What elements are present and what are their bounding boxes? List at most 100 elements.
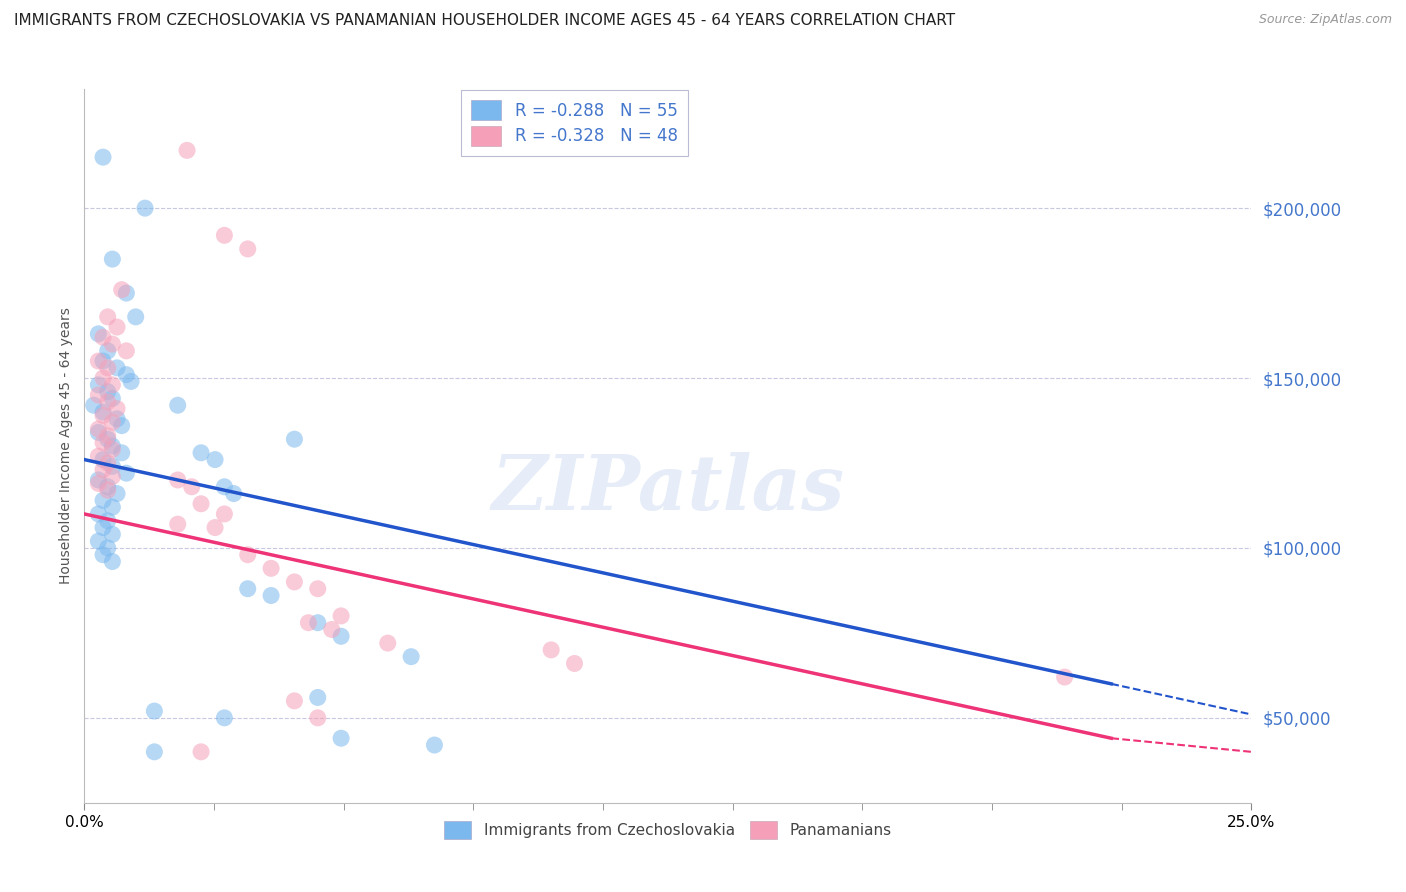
Point	[105, 412, 128, 426]
Text: ZIPatlas: ZIPatlas	[491, 452, 845, 525]
Point	[87, 534, 110, 549]
Point	[143, 704, 166, 718]
Point	[283, 574, 305, 589]
Point	[101, 415, 124, 429]
Point	[101, 377, 124, 392]
Point	[260, 589, 283, 603]
Point	[83, 398, 105, 412]
Point	[1053, 670, 1076, 684]
Point	[97, 384, 120, 399]
Point	[214, 480, 236, 494]
Point	[176, 144, 198, 158]
Point	[91, 435, 114, 450]
Point	[115, 466, 138, 480]
Point	[97, 483, 120, 498]
Text: IMMIGRANTS FROM CZECHOSLOVAKIA VS PANAMANIAN HOUSEHOLDER INCOME AGES 45 - 64 YEA: IMMIGRANTS FROM CZECHOSLOVAKIA VS PANAMA…	[14, 13, 955, 29]
Point	[190, 745, 212, 759]
Point	[91, 371, 114, 385]
Point	[97, 310, 120, 324]
Point	[115, 286, 138, 301]
Point	[190, 446, 212, 460]
Legend: Immigrants from Czechoslovakia, Panamanians: Immigrants from Czechoslovakia, Panamani…	[437, 815, 898, 845]
Point	[101, 439, 124, 453]
Point	[222, 486, 245, 500]
Point	[105, 401, 128, 416]
Point	[236, 242, 259, 256]
Point	[105, 320, 128, 334]
Point	[204, 452, 226, 467]
Point	[101, 252, 124, 266]
Point	[87, 507, 110, 521]
Point	[307, 582, 329, 596]
Point	[101, 500, 124, 515]
Text: Source: ZipAtlas.com: Source: ZipAtlas.com	[1258, 13, 1392, 27]
Point	[190, 497, 212, 511]
Point	[101, 442, 124, 457]
Point	[87, 388, 110, 402]
Point	[105, 360, 128, 375]
Point	[87, 422, 110, 436]
Point	[180, 480, 202, 494]
Point	[166, 473, 188, 487]
Point	[101, 337, 124, 351]
Point	[399, 649, 422, 664]
Point	[283, 432, 305, 446]
Point	[540, 643, 562, 657]
Point	[297, 615, 319, 630]
Point	[91, 330, 114, 344]
Point	[87, 473, 110, 487]
Point	[91, 405, 114, 419]
Point	[87, 425, 110, 440]
Point	[105, 486, 128, 500]
Point	[91, 520, 114, 534]
Point	[87, 476, 110, 491]
Point	[91, 463, 114, 477]
Point	[330, 608, 353, 623]
Point	[101, 469, 124, 483]
Point	[91, 548, 114, 562]
Point	[87, 354, 110, 368]
Point	[97, 394, 120, 409]
Point	[97, 514, 120, 528]
Point	[307, 615, 329, 630]
Point	[101, 459, 124, 474]
Point	[101, 392, 124, 406]
Point	[97, 432, 120, 446]
Point	[236, 548, 259, 562]
Point	[91, 452, 114, 467]
Point	[97, 360, 120, 375]
Y-axis label: Householder Income Ages 45 - 64 years: Householder Income Ages 45 - 64 years	[59, 308, 73, 584]
Point	[115, 343, 138, 358]
Point	[236, 582, 259, 596]
Point	[101, 527, 124, 541]
Point	[260, 561, 283, 575]
Point	[423, 738, 446, 752]
Point	[321, 623, 343, 637]
Point	[283, 694, 305, 708]
Point	[97, 456, 120, 470]
Point	[134, 201, 156, 215]
Point	[111, 418, 134, 433]
Point	[97, 343, 120, 358]
Point	[377, 636, 399, 650]
Point	[166, 517, 188, 532]
Point	[101, 555, 124, 569]
Point	[307, 711, 329, 725]
Point	[97, 480, 120, 494]
Point	[97, 429, 120, 443]
Point	[214, 228, 236, 243]
Point	[87, 326, 110, 341]
Point	[115, 368, 138, 382]
Point	[214, 711, 236, 725]
Point	[143, 745, 166, 759]
Point	[87, 377, 110, 392]
Point	[111, 283, 134, 297]
Point	[91, 354, 114, 368]
Point	[330, 629, 353, 643]
Point	[87, 449, 110, 463]
Point	[166, 398, 188, 412]
Point	[330, 731, 353, 746]
Point	[111, 446, 134, 460]
Point	[214, 507, 236, 521]
Point	[91, 493, 114, 508]
